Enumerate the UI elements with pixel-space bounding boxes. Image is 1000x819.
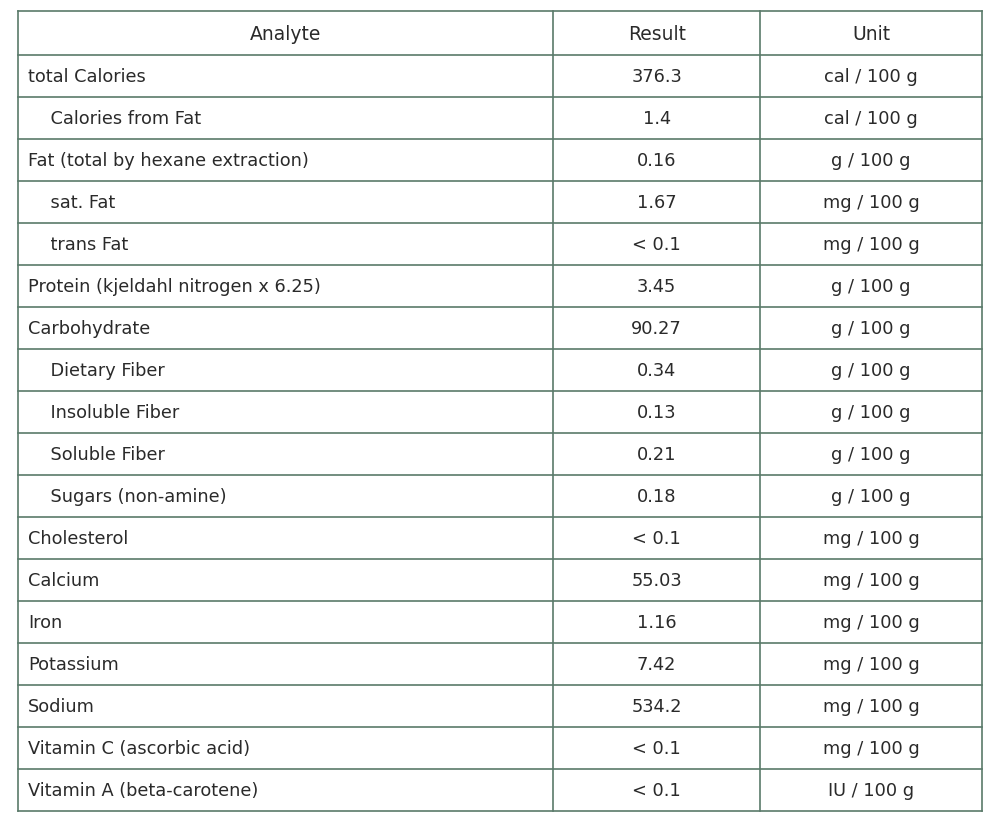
Text: mg / 100 g: mg / 100 g [823,655,920,673]
Text: g / 100 g: g / 100 g [831,446,911,464]
Text: g / 100 g: g / 100 g [831,361,911,379]
Text: Soluble Fiber: Soluble Fiber [28,446,165,464]
Text: 0.13: 0.13 [637,404,676,422]
Text: 7.42: 7.42 [637,655,676,673]
Text: Vitamin C (ascorbic acid): Vitamin C (ascorbic acid) [28,739,250,757]
Text: sat. Fat: sat. Fat [28,194,115,212]
Text: 1.67: 1.67 [637,194,676,212]
Text: 0.21: 0.21 [637,446,676,464]
Text: g / 100 g: g / 100 g [831,152,911,170]
Text: Cholesterol: Cholesterol [28,529,128,547]
Text: Unit: Unit [852,25,890,43]
Text: IU / 100 g: IU / 100 g [828,781,914,799]
Text: cal / 100 g: cal / 100 g [824,110,918,128]
Text: 534.2: 534.2 [631,697,682,715]
Text: mg / 100 g: mg / 100 g [823,236,920,254]
Text: 1.16: 1.16 [637,613,676,631]
Text: trans Fat: trans Fat [28,236,128,254]
Text: < 0.1: < 0.1 [632,236,681,254]
Text: Dietary Fiber: Dietary Fiber [28,361,165,379]
Text: Iron: Iron [28,613,62,631]
Text: Calcium: Calcium [28,572,99,590]
Text: 1.4: 1.4 [643,110,671,128]
Text: 90.27: 90.27 [631,319,682,337]
Text: mg / 100 g: mg / 100 g [823,194,920,212]
Text: g / 100 g: g / 100 g [831,404,911,422]
Text: g / 100 g: g / 100 g [831,319,911,337]
Text: < 0.1: < 0.1 [632,739,681,757]
Text: g / 100 g: g / 100 g [831,487,911,505]
Text: Carbohydrate: Carbohydrate [28,319,150,337]
Text: Protein (kjeldahl nitrogen x 6.25): Protein (kjeldahl nitrogen x 6.25) [28,278,321,296]
Text: Result: Result [628,25,686,43]
Text: Sodium: Sodium [28,697,95,715]
Text: g / 100 g: g / 100 g [831,278,911,296]
Text: Vitamin A (beta-carotene): Vitamin A (beta-carotene) [28,781,258,799]
Text: mg / 100 g: mg / 100 g [823,697,920,715]
Text: cal / 100 g: cal / 100 g [824,68,918,86]
Text: Fat (total by hexane extraction): Fat (total by hexane extraction) [28,152,309,170]
Text: Analyte: Analyte [250,25,321,43]
Text: 0.16: 0.16 [637,152,676,170]
Text: Potassium: Potassium [28,655,119,673]
Text: Insoluble Fiber: Insoluble Fiber [28,404,179,422]
Text: 3.45: 3.45 [637,278,676,296]
Text: < 0.1: < 0.1 [632,781,681,799]
Text: Sugars (non-amine): Sugars (non-amine) [28,487,227,505]
Text: total Calories: total Calories [28,68,146,86]
Text: mg / 100 g: mg / 100 g [823,613,920,631]
Text: Calories from Fat: Calories from Fat [28,110,201,128]
Text: < 0.1: < 0.1 [632,529,681,547]
Text: mg / 100 g: mg / 100 g [823,739,920,757]
Text: mg / 100 g: mg / 100 g [823,572,920,590]
Text: 0.18: 0.18 [637,487,676,505]
Text: mg / 100 g: mg / 100 g [823,529,920,547]
Text: 376.3: 376.3 [631,68,682,86]
Text: 0.34: 0.34 [637,361,676,379]
Text: 55.03: 55.03 [631,572,682,590]
